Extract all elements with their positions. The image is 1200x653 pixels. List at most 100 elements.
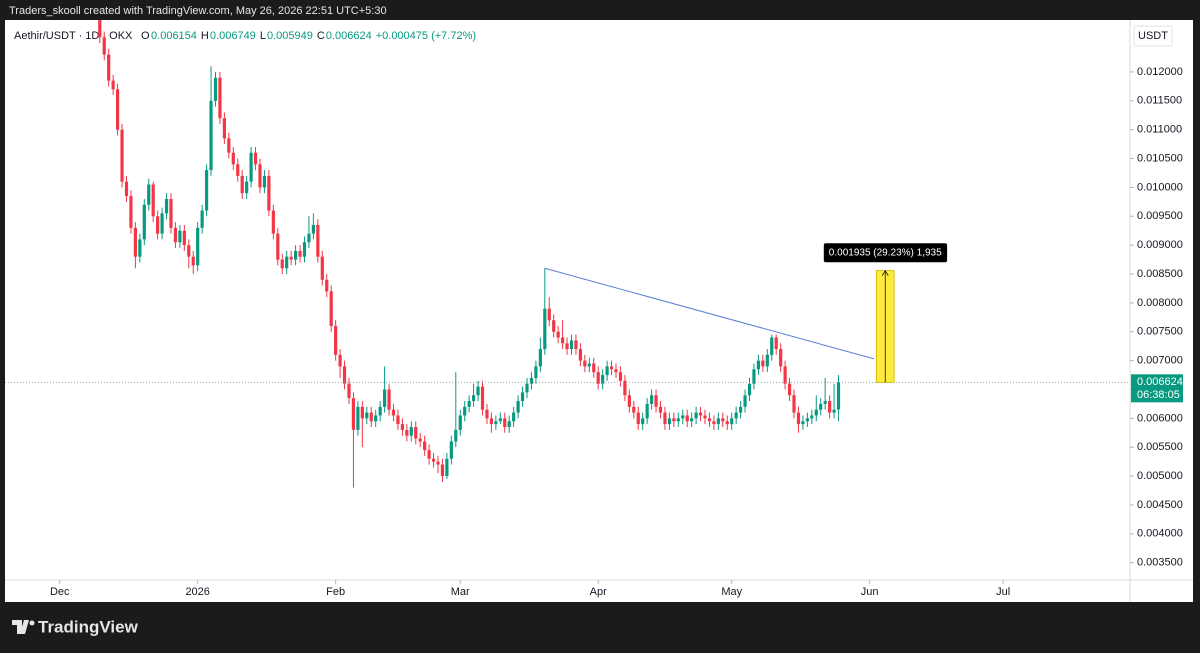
- candle-body: [828, 401, 832, 413]
- candle-body: [124, 181, 129, 197]
- ohlc-value: 0.005949: [267, 30, 313, 42]
- ohlc-value: 0.006154: [151, 30, 197, 42]
- candle-body: [525, 383, 529, 393]
- candle-body: [418, 438, 422, 442]
- candle-body: [520, 392, 525, 402]
- candle-body: [107, 54, 111, 81]
- candle-body: [614, 369, 618, 373]
- candle-body: [276, 233, 280, 260]
- y-tick-label: 0.009000: [1137, 239, 1183, 251]
- candle-body: [819, 403, 823, 410]
- candle-body: [556, 331, 560, 338]
- candle-body: [707, 418, 712, 422]
- candle-body: [231, 152, 235, 165]
- candle-body: [347, 383, 351, 399]
- candle-body: [698, 412, 703, 416]
- candle-body: [236, 164, 240, 176]
- candle-body: [743, 395, 747, 407]
- candle-body: [489, 418, 494, 425]
- candle-body: [423, 441, 427, 451]
- candle-body: [369, 412, 373, 422]
- candle-body: [351, 398, 356, 430]
- candle-body: [654, 395, 658, 407]
- x-tick-label: Apr: [590, 586, 607, 598]
- candle-body: [667, 418, 672, 425]
- candle-body: [405, 429, 409, 436]
- candle-body: [498, 418, 502, 422]
- candle-body: [823, 401, 827, 404]
- candle-body: [311, 224, 315, 234]
- y-tick-label: 0.009500: [1137, 210, 1183, 222]
- candle-body: [703, 415, 707, 419]
- candle-body: [191, 256, 195, 266]
- candle-body: [400, 424, 404, 430]
- candle-body: [547, 308, 551, 321]
- candle-body: [725, 421, 729, 425]
- candle-body: [529, 377, 534, 384]
- candle-body: [298, 250, 302, 257]
- y-tick-label: 0.011000: [1137, 124, 1182, 136]
- candle-body: [280, 259, 284, 269]
- candle-body: [565, 343, 569, 350]
- candle-body: [801, 421, 805, 425]
- candle-body: [98, 20, 102, 38]
- candle-body: [605, 366, 609, 376]
- candle-body: [739, 406, 743, 413]
- candle-body: [187, 245, 191, 257]
- candle-body: [641, 418, 645, 425]
- candle-body: [516, 401, 520, 413]
- candle-body: [436, 461, 440, 465]
- last-price-label: 0.006624: [1137, 376, 1183, 388]
- candle-body: [476, 386, 480, 396]
- candle-body: [218, 77, 222, 119]
- candle-body: [765, 354, 769, 367]
- candle-body: [761, 360, 765, 367]
- candle-body: [253, 152, 258, 165]
- y-tick-label: 0.010000: [1137, 181, 1183, 193]
- candle-body: [472, 395, 476, 402]
- candle-body: [503, 418, 507, 428]
- x-tick-label: Feb: [326, 586, 345, 598]
- candle-body: [574, 340, 578, 350]
- candle-body: [756, 360, 761, 370]
- candle-body: [120, 129, 124, 182]
- candle-body: [716, 418, 720, 425]
- candle-body: [356, 406, 360, 430]
- candle-body: [173, 227, 178, 243]
- candle-body: [289, 256, 293, 260]
- candle-body: [672, 418, 676, 422]
- candle-body: [645, 403, 649, 419]
- candle-body: [538, 349, 542, 367]
- candle-body: [796, 412, 801, 425]
- candle-body: [160, 213, 164, 234]
- candle-body: [396, 415, 400, 425]
- candle-body: [458, 415, 462, 430]
- brand: TradingView: [38, 617, 139, 636]
- currency[interactable]: USDT: [1138, 30, 1168, 42]
- candle-body: [115, 89, 120, 130]
- candle-body: [480, 386, 485, 410]
- candle-body: [142, 204, 146, 240]
- x-tick-label: 2026: [185, 586, 209, 598]
- candle-body: [151, 184, 155, 217]
- candle-body: [507, 421, 511, 428]
- candle-body: [111, 80, 115, 90]
- trendline: [544, 267, 875, 360]
- candle-body: [787, 383, 792, 396]
- candle-body: [391, 409, 396, 416]
- candle-body: [770, 337, 774, 355]
- candle-body: [133, 227, 137, 257]
- candle-body: [712, 421, 716, 425]
- candle-body: [102, 37, 106, 55]
- candle-body: [663, 412, 667, 425]
- currency-box[interactable]: [1133, 25, 1173, 47]
- candle-body: [676, 418, 680, 422]
- measure-label-box: [823, 243, 948, 263]
- candle-body: [836, 382, 841, 410]
- candle-body: [569, 340, 574, 350]
- countdown: 06:38:05: [1137, 389, 1180, 401]
- candle-body: [747, 383, 752, 396]
- x-tick-label: Dec: [50, 586, 70, 598]
- candle-body: [240, 175, 244, 194]
